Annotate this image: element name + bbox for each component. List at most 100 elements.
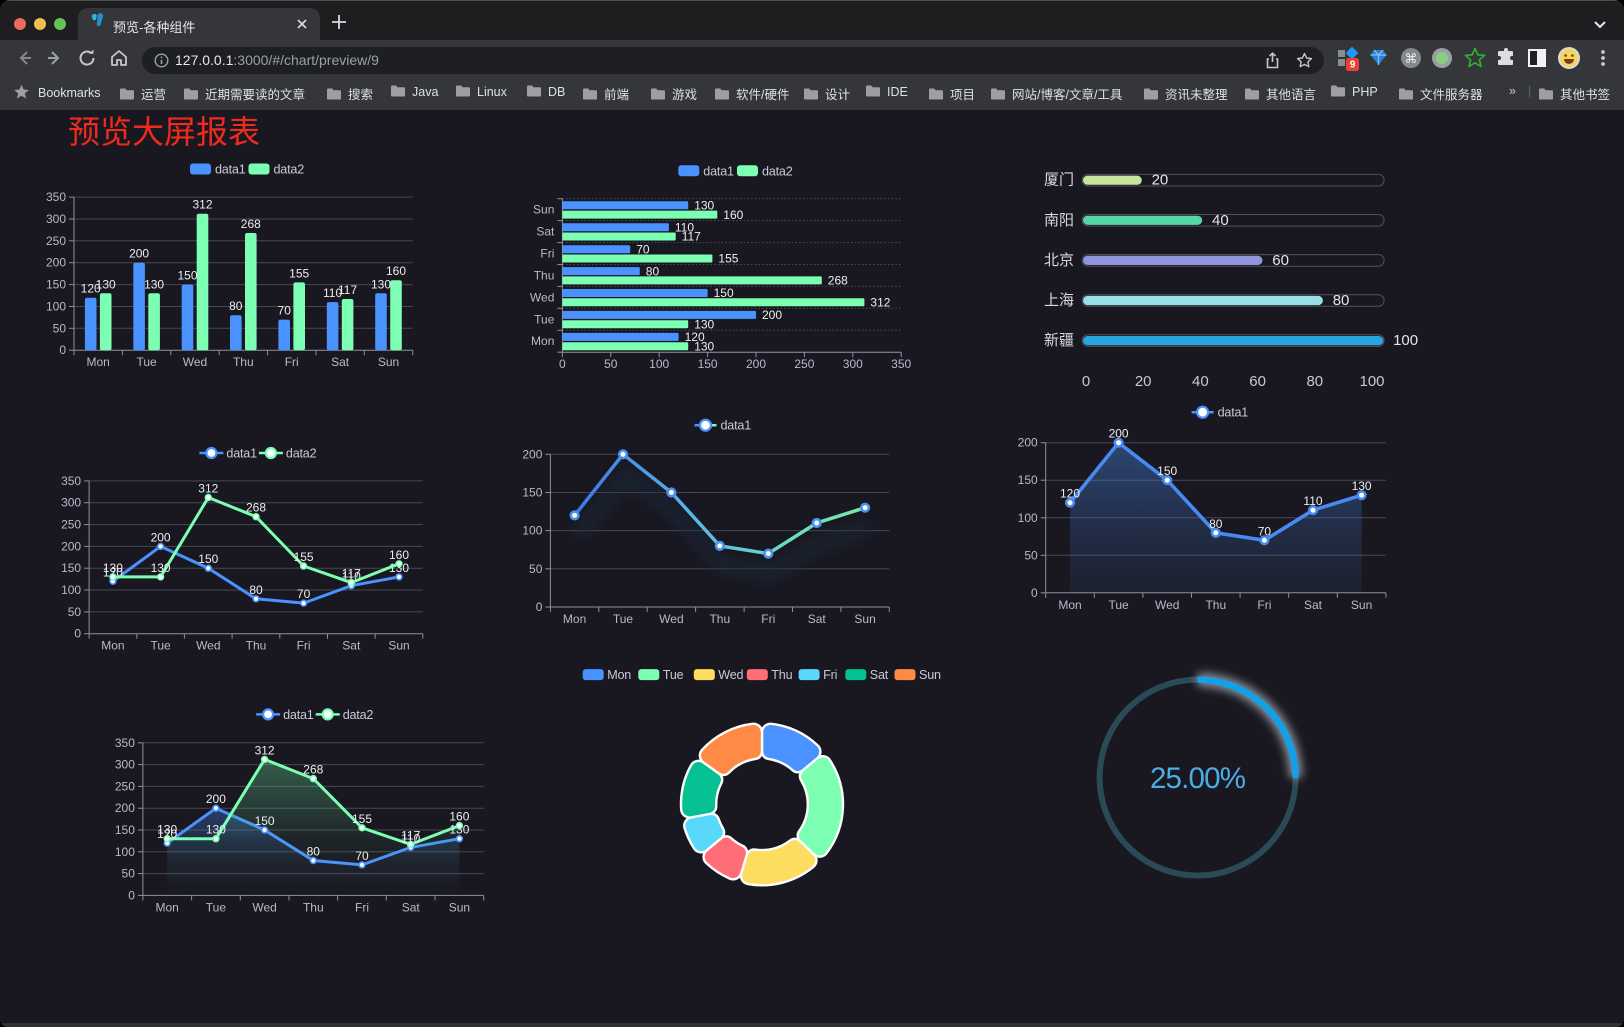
svg-text:Mon: Mon <box>607 668 631 682</box>
svg-text:130: 130 <box>694 199 714 213</box>
svg-text:350: 350 <box>891 357 911 371</box>
svg-text:Thu: Thu <box>709 612 730 626</box>
svg-text:300: 300 <box>843 357 863 371</box>
svg-text:150: 150 <box>177 269 197 283</box>
svg-text:Wed: Wed <box>718 668 743 682</box>
svg-text:268: 268 <box>246 501 266 515</box>
svg-text:0: 0 <box>74 627 81 641</box>
svg-text:300: 300 <box>46 212 66 226</box>
svg-text:150: 150 <box>714 286 734 300</box>
svg-text:200: 200 <box>522 447 542 461</box>
svg-text:上海: 上海 <box>1044 292 1074 309</box>
svg-text:200: 200 <box>151 530 171 544</box>
svg-text:80: 80 <box>1209 517 1223 531</box>
svg-text:70: 70 <box>1258 524 1272 538</box>
svg-text:50: 50 <box>68 605 82 619</box>
svg-text:200: 200 <box>206 792 226 806</box>
svg-text:Sat: Sat <box>870 668 889 682</box>
svg-text:130: 130 <box>449 823 469 837</box>
svg-text:Thu: Thu <box>246 639 267 653</box>
svg-text:312: 312 <box>198 482 218 496</box>
svg-text:60: 60 <box>1272 252 1289 269</box>
svg-text:Fri: Fri <box>297 639 311 653</box>
svg-text:110: 110 <box>401 831 420 845</box>
svg-text:Sun: Sun <box>1351 598 1372 612</box>
svg-text:Mon: Mon <box>531 334 554 348</box>
svg-text:20: 20 <box>1152 172 1169 189</box>
svg-text:Sun: Sun <box>378 355 399 369</box>
svg-text:Sun: Sun <box>919 668 941 682</box>
svg-text:200: 200 <box>46 256 66 270</box>
svg-text:data2: data2 <box>762 164 793 178</box>
svg-text:南阳: 南阳 <box>1044 212 1074 229</box>
svg-text:40: 40 <box>1212 212 1229 229</box>
svg-text:50: 50 <box>1024 548 1038 562</box>
svg-text:Wed: Wed <box>530 290 554 304</box>
svg-text:160: 160 <box>389 548 409 562</box>
svg-text:Mon: Mon <box>87 355 110 369</box>
svg-text:data2: data2 <box>274 163 305 177</box>
svg-text:130: 130 <box>694 339 714 353</box>
svg-text:200: 200 <box>129 247 149 261</box>
svg-text:0: 0 <box>559 357 566 371</box>
svg-text:200: 200 <box>746 357 766 371</box>
svg-text:150: 150 <box>1157 464 1177 478</box>
svg-text:117: 117 <box>401 828 420 842</box>
svg-text:250: 250 <box>794 357 814 371</box>
svg-text:Fri: Fri <box>1257 598 1271 612</box>
svg-text:预览大屏报表: 预览大屏报表 <box>68 114 260 150</box>
svg-text:Mon: Mon <box>563 612 586 626</box>
svg-text:Thu: Thu <box>233 355 254 369</box>
svg-text:250: 250 <box>46 234 66 248</box>
svg-text:data2: data2 <box>343 708 374 722</box>
svg-text:Fri: Fri <box>823 668 837 682</box>
svg-text:350: 350 <box>46 190 66 204</box>
svg-text:250: 250 <box>61 518 81 532</box>
svg-text:Sat: Sat <box>1304 598 1323 612</box>
svg-text:100: 100 <box>46 300 66 314</box>
svg-text:200: 200 <box>115 801 135 815</box>
svg-text:Sat: Sat <box>808 612 827 626</box>
svg-text:160: 160 <box>723 208 743 222</box>
svg-text:312: 312 <box>192 198 212 212</box>
svg-text:155: 155 <box>352 812 372 826</box>
svg-text:25.00%: 25.00% <box>1150 762 1246 795</box>
svg-text:50: 50 <box>529 562 543 576</box>
svg-text:130: 130 <box>694 317 714 331</box>
svg-text:268: 268 <box>303 763 323 777</box>
svg-text:150: 150 <box>698 357 718 371</box>
svg-text:Tue: Tue <box>206 900 227 914</box>
svg-text:110: 110 <box>675 220 694 234</box>
svg-text:Fri: Fri <box>285 355 299 369</box>
svg-text:70: 70 <box>355 849 369 863</box>
svg-text:data1: data1 <box>1218 406 1249 420</box>
svg-text:150: 150 <box>1018 473 1038 487</box>
svg-text:300: 300 <box>61 496 81 510</box>
svg-text:150: 150 <box>198 552 218 566</box>
svg-text:0: 0 <box>536 600 543 614</box>
svg-text:70: 70 <box>297 587 311 601</box>
svg-text:80: 80 <box>1306 373 1323 390</box>
svg-text:data1: data1 <box>283 708 314 722</box>
svg-text:北京: 北京 <box>1044 252 1074 269</box>
svg-text:200: 200 <box>1109 427 1129 441</box>
svg-text:155: 155 <box>289 266 309 280</box>
svg-text:Tue: Tue <box>136 355 157 369</box>
svg-text:Thu: Thu <box>303 900 324 914</box>
svg-text:110: 110 <box>323 286 342 300</box>
svg-text:150: 150 <box>115 823 135 837</box>
svg-text:Wed: Wed <box>659 612 683 626</box>
svg-text:Tue: Tue <box>663 668 684 682</box>
svg-text:0: 0 <box>59 343 66 357</box>
svg-text:120: 120 <box>157 827 177 841</box>
svg-text:Sat: Sat <box>331 355 350 369</box>
svg-text:155: 155 <box>718 252 738 266</box>
svg-text:0: 0 <box>1082 373 1090 390</box>
svg-text:Tue: Tue <box>150 639 171 653</box>
svg-text:150: 150 <box>46 278 66 292</box>
svg-text:厦门: 厦门 <box>1044 172 1074 189</box>
svg-text:Sun: Sun <box>533 203 554 217</box>
svg-text:117: 117 <box>342 567 361 581</box>
svg-text:Sat: Sat <box>536 225 555 239</box>
svg-text:Wed: Wed <box>252 900 276 914</box>
